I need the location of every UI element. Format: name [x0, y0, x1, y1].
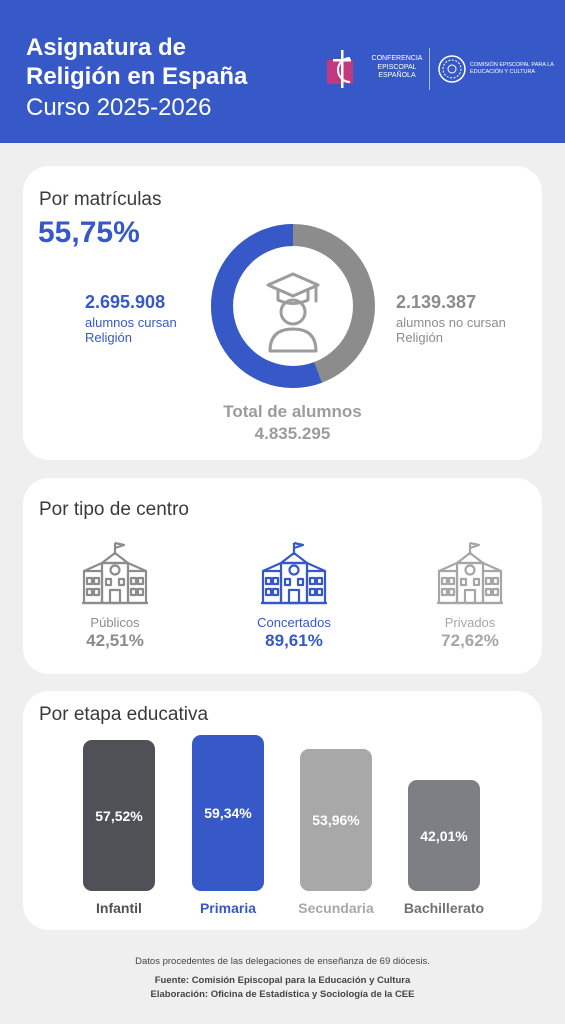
school-building-icon	[82, 541, 148, 605]
centro-concertados: Concertados 89,61%	[229, 541, 359, 651]
total-label: Total de alumnos	[223, 402, 362, 421]
bar-primaria: 59,34%	[192, 735, 264, 891]
page-title-line2: Religión en España	[26, 63, 248, 90]
graduate-icon	[266, 272, 320, 353]
cee-logo-text: CONFERENCIA EPISCOPAL ESPAÑOLA	[371, 55, 423, 79]
matriculas-title: Por matrículas	[39, 189, 162, 210]
category-label-secundaria: Secundaria	[298, 900, 374, 916]
tipo-centro-title: Por tipo de centro	[39, 499, 189, 520]
matriculas-card: Por matrículas 55,75% 2.695.908 alumnos …	[23, 166, 542, 460]
page-title-line1: Asignatura de	[26, 34, 187, 61]
centro-percent: 42,51%	[86, 631, 144, 650]
etapa-card: Por etapa educativa 57,52% Infantil 59,34%…	[23, 691, 542, 930]
bar-value-label: 42,01%	[420, 827, 468, 844]
no-cursan-description: alumnos no cursan Religión	[396, 315, 506, 345]
centro-publicos: Públicos 42,51%	[50, 541, 180, 651]
centro-label: Públicos	[90, 615, 140, 630]
bar-secundaria: 53,96%	[300, 749, 372, 891]
donut-segment-cursan	[211, 224, 375, 388]
cursan-number: 2.695.908	[85, 292, 166, 312]
centro-label: Privados	[444, 615, 496, 630]
tipo-centro-card: Por tipo de centro Públicos 4	[23, 478, 542, 674]
category-label-bachillerato: Bachillerato	[403, 900, 485, 916]
school-building-icon	[261, 541, 327, 605]
category-label-infantil: Infantil	[96, 900, 142, 916]
school-building-icon	[437, 541, 503, 605]
commission-seal-icon	[438, 55, 466, 83]
bar-value-label: 57,52%	[95, 807, 143, 824]
bar-infantil: 57,52%	[83, 740, 155, 891]
commission-logo-text: COMISIÓN EPISCOPAL PARA LA EDUCACIÓN Y C…	[470, 62, 554, 75]
centro-privados: Privados 72,62%	[405, 541, 535, 651]
footer-note: Datos procedentes de las delegaciones de…	[135, 956, 430, 967]
centro-percent: 89,61%	[265, 631, 323, 650]
total-value: 4.835.295	[254, 424, 331, 443]
footer-source: Fuente: Comisión Episcopal para la Educa…	[154, 975, 411, 986]
page-subtitle: Curso 2025-2026	[26, 94, 212, 121]
centro-label: Concertados	[257, 615, 331, 630]
category-label-primaria: Primaria	[199, 900, 257, 916]
bar-value-label: 53,96%	[312, 812, 360, 828]
bar-value-label: 59,34%	[204, 805, 252, 821]
bar-bachillerato: 42,01%	[408, 780, 480, 891]
matriculas-donut-chart	[211, 224, 375, 388]
header-banner: Asignatura de Religión en España Curso 2…	[0, 0, 565, 143]
logo-divider	[429, 48, 430, 90]
cee-logo-icon	[327, 50, 353, 88]
matriculas-percent: 55,75%	[38, 216, 140, 249]
no-cursan-number: 2.139.387	[396, 292, 477, 312]
cursan-description: alumnos cursan Religión	[85, 315, 177, 345]
centro-percent: 72,62%	[441, 631, 499, 650]
etapa-title: Por etapa educativa	[39, 704, 209, 725]
footer-credits: Elaboración: Oficina de Estadística y So…	[150, 989, 415, 1000]
